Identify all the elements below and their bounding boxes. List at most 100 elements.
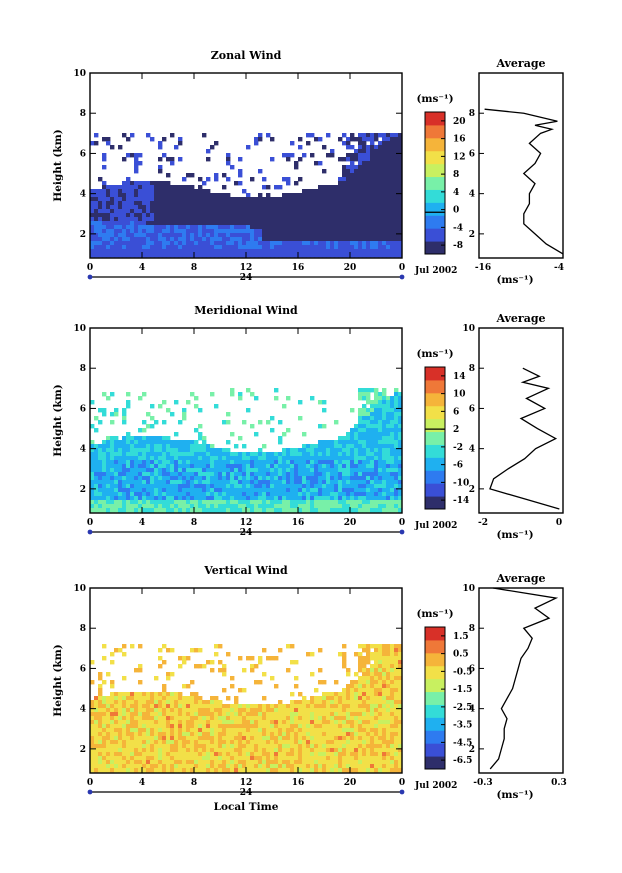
colorbar-swatch bbox=[425, 678, 445, 693]
colorbar-swatch bbox=[425, 189, 445, 203]
x-tick-label: 0 bbox=[399, 778, 405, 788]
y-tick-label: 6 bbox=[80, 149, 86, 159]
average-x-tick-label: -4 bbox=[554, 263, 564, 273]
x-tick-label: 20 bbox=[344, 778, 357, 788]
colorbar-tick-label: -10 bbox=[453, 478, 469, 488]
colorbar-swatch bbox=[425, 431, 445, 445]
colorbar-tick-label: -14 bbox=[453, 496, 469, 506]
panel-title: Meridional Wind bbox=[194, 304, 298, 317]
x-tick-label: 0 bbox=[87, 518, 93, 528]
average-y-tick-label: 10 bbox=[462, 324, 475, 334]
colorbar-swatch bbox=[425, 717, 445, 731]
heatmap-cells bbox=[90, 133, 403, 258]
y-axis-label: Height (km) bbox=[52, 129, 64, 201]
colorbar-swatch bbox=[425, 405, 445, 420]
colorbar-frame bbox=[424, 626, 446, 770]
y-tick-label: 6 bbox=[80, 404, 86, 414]
x-tick-label: 4 bbox=[139, 778, 145, 788]
average-frame bbox=[478, 587, 564, 774]
x-tick-label: 20 bbox=[344, 263, 357, 273]
x-tick-label: 4 bbox=[139, 263, 145, 273]
y-tick-label: 8 bbox=[80, 624, 86, 634]
colorbar-swatch bbox=[425, 496, 445, 510]
average-y-tick-label: 4 bbox=[469, 445, 475, 455]
colorbar-tick-label: -2.5 bbox=[453, 703, 472, 713]
colorbar-swatch bbox=[425, 444, 445, 458]
average-y-tick-label: 2 bbox=[469, 745, 475, 755]
average-y-tick-label: 2 bbox=[469, 230, 475, 240]
average-y-tick-label: 8 bbox=[469, 624, 475, 634]
colorbar-swatch bbox=[425, 730, 445, 744]
colorbar: (ms⁻¹) -14 -10 -6 -2 2 6 10 14 bbox=[416, 348, 469, 510]
colorbar-tick-label: 16 bbox=[453, 135, 466, 145]
colorbar-swatch bbox=[425, 241, 445, 255]
colorbar-swatch bbox=[425, 652, 445, 667]
x-tick-label: 0 bbox=[399, 518, 405, 528]
average-x-tick-label: -16 bbox=[475, 263, 491, 273]
x-tick-label: 8 bbox=[191, 518, 197, 528]
x-tick-label: 0 bbox=[87, 263, 93, 273]
colorbar-swatch bbox=[425, 392, 445, 407]
average-y-tick-label: 10 bbox=[462, 584, 475, 594]
day-axis-marker bbox=[399, 529, 405, 535]
x-tick-label: 12 bbox=[240, 518, 253, 528]
colorbar-swatch bbox=[425, 367, 445, 381]
average-unit: (ms⁻¹) bbox=[496, 274, 533, 286]
day-axis-marker bbox=[399, 789, 405, 795]
average-y-tick-label: 6 bbox=[469, 664, 475, 674]
colorbar-swatch bbox=[425, 627, 445, 641]
colorbar-swatch bbox=[425, 704, 445, 718]
colorbar-swatch bbox=[425, 150, 445, 165]
x-tick-label: 4 bbox=[139, 518, 145, 528]
average-y-tick-label: 8 bbox=[469, 109, 475, 119]
colorbar-swatch bbox=[425, 163, 445, 178]
colorbar-tick-label: 0 bbox=[453, 206, 459, 216]
colorbar-unit: (ms⁻¹) bbox=[416, 93, 453, 105]
panel-title: Vertical Wind bbox=[203, 564, 288, 577]
colorbar-tick-label: 10 bbox=[453, 390, 466, 400]
average-unit: (ms⁻¹) bbox=[496, 529, 533, 541]
average-x-tick-label: -0.3 bbox=[473, 778, 492, 788]
colorbar-tick-label: 6 bbox=[453, 407, 459, 417]
colorbar-swatch bbox=[425, 665, 445, 680]
colorbar-tick-label: -1.5 bbox=[453, 685, 472, 695]
colorbar-tick-label: 4 bbox=[453, 188, 459, 198]
y-tick-label: 8 bbox=[80, 364, 86, 374]
y-tick-label: 4 bbox=[80, 190, 86, 200]
colorbar-frame bbox=[424, 366, 446, 510]
average-title: Average bbox=[495, 57, 545, 70]
average-line bbox=[489, 587, 559, 770]
colorbar-tick-label: -3.5 bbox=[453, 721, 472, 731]
colorbar: (ms⁻¹) -6.5 -4.5 -3.5 -2.5 -1.5 -0.5 0.5 1.5 bbox=[416, 608, 472, 770]
colorbar-tick-label: 12 bbox=[453, 152, 466, 162]
x-tick-label: 16 bbox=[292, 263, 305, 273]
average-x-tick-label: -2 bbox=[478, 518, 488, 528]
colorbar-swatch bbox=[425, 483, 445, 497]
x-tick-label: 12 bbox=[240, 778, 253, 788]
average-y-tick-label: 4 bbox=[469, 705, 475, 715]
colorbar-swatch bbox=[425, 228, 445, 242]
colorbar: (ms⁻¹) -8 -4 0 4 8 12 16 20 bbox=[416, 93, 466, 255]
y-tick-label: 4 bbox=[80, 445, 86, 455]
colorbar-tick-label: -0.5 bbox=[453, 667, 472, 677]
average-profile: Average 2 4 6 8 -16 -4 (ms⁻¹) bbox=[469, 57, 564, 286]
average-title: Average bbox=[495, 572, 545, 585]
colorbar-tick-label: 8 bbox=[453, 170, 459, 180]
colorbar-swatch bbox=[425, 202, 445, 216]
average-x-tick-label: 0 bbox=[556, 518, 562, 528]
x-tick-label: 8 bbox=[191, 263, 197, 273]
average-frame bbox=[478, 72, 564, 259]
colorbar-swatch bbox=[425, 756, 445, 770]
colorbar-swatch bbox=[425, 457, 445, 471]
y-tick-label: 8 bbox=[80, 109, 86, 119]
average-profile: Average 2 4 6 8 10 -0.3 0.3 (ms⁻¹) bbox=[462, 572, 566, 801]
colorbar-tick-label: -2 bbox=[453, 443, 463, 453]
x-tick-label: 16 bbox=[292, 778, 305, 788]
colorbar-swatch bbox=[425, 639, 445, 654]
y-tick-label: 2 bbox=[80, 230, 86, 240]
y-tick-label: 4 bbox=[80, 705, 86, 715]
day-axis-marker bbox=[87, 274, 93, 280]
